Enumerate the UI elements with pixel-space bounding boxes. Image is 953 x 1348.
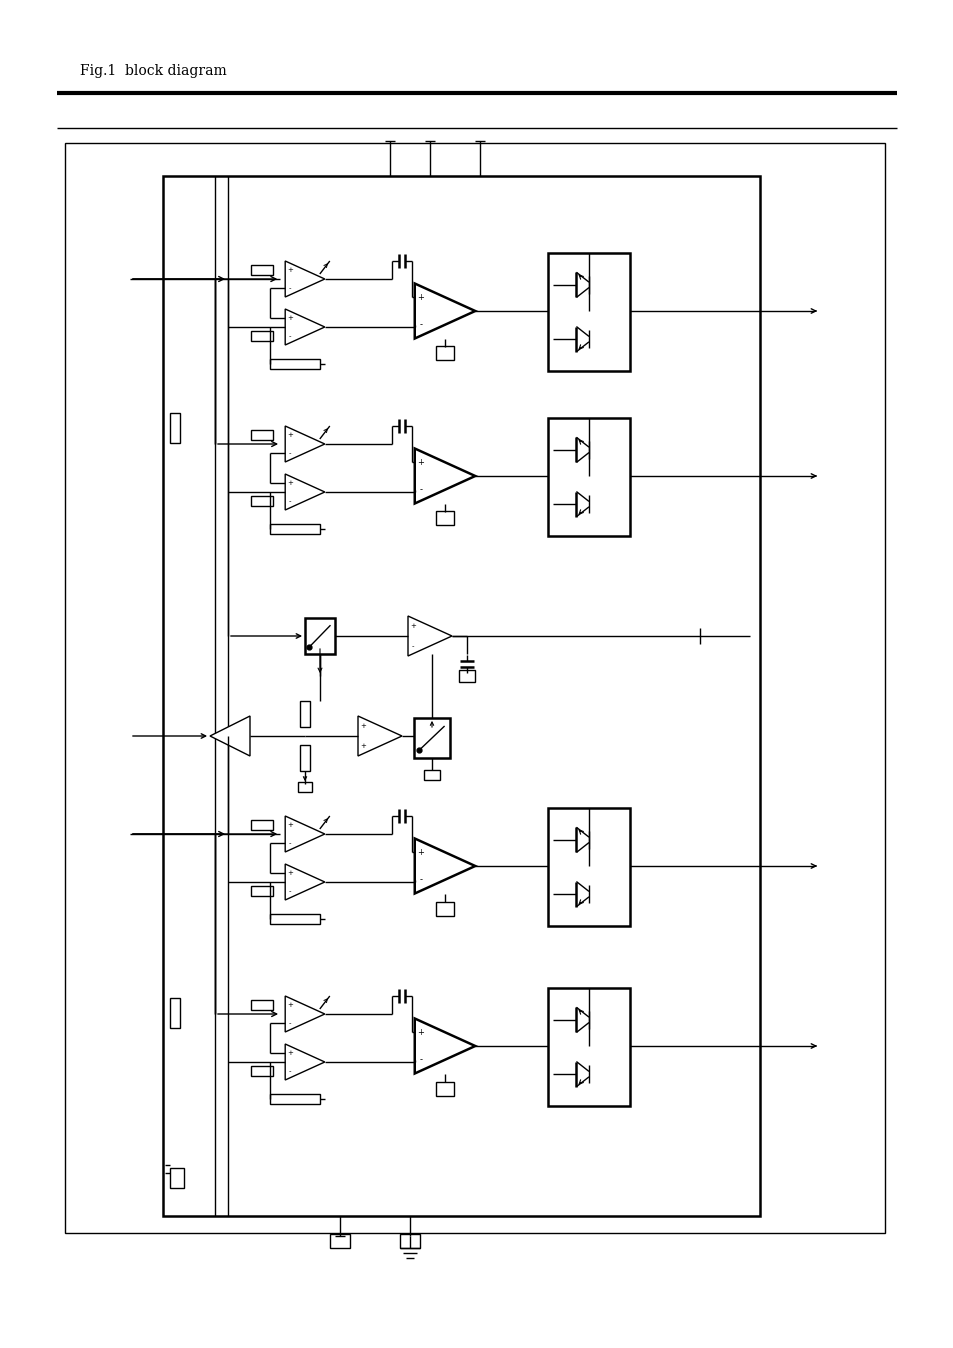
Text: +: + — [416, 1027, 424, 1037]
Bar — [270, 914, 319, 923]
Text: -: - — [289, 840, 292, 847]
Polygon shape — [285, 996, 324, 1033]
Bar — [270, 359, 319, 368]
Bar — [299, 745, 310, 771]
Bar — [251, 266, 273, 275]
Bar — [170, 998, 180, 1029]
Polygon shape — [285, 1043, 324, 1080]
Bar — [251, 430, 273, 439]
Text: -: - — [412, 643, 414, 648]
Polygon shape — [415, 449, 475, 504]
Bar — [297, 782, 312, 793]
Bar — [251, 496, 273, 506]
Polygon shape — [210, 716, 250, 756]
Text: -: - — [289, 1020, 292, 1026]
Bar — [547, 253, 629, 371]
Bar — [436, 1081, 454, 1096]
Bar — [251, 1000, 273, 1010]
Bar — [251, 820, 273, 830]
Bar — [414, 718, 450, 758]
Text: Fig.1  block diagram: Fig.1 block diagram — [80, 63, 227, 78]
Bar — [170, 1167, 184, 1188]
Text: +: + — [416, 293, 424, 302]
Bar — [270, 1093, 319, 1104]
Text: +: + — [287, 480, 293, 487]
Text: -: - — [289, 1068, 292, 1074]
Text: -: - — [289, 333, 292, 338]
Polygon shape — [285, 309, 324, 345]
Bar — [251, 1066, 273, 1076]
Text: +: + — [287, 1050, 293, 1055]
Bar — [251, 332, 273, 341]
Bar — [436, 511, 454, 526]
Bar — [436, 346, 454, 360]
Text: -: - — [289, 450, 292, 456]
Text: -: - — [289, 497, 292, 504]
Text: +: + — [287, 822, 293, 828]
Text: +: + — [287, 267, 293, 274]
Text: +: + — [287, 315, 293, 321]
Polygon shape — [285, 864, 324, 900]
Bar — [270, 523, 319, 534]
Text: +: + — [287, 869, 293, 876]
Bar — [547, 418, 629, 537]
Bar — [547, 988, 629, 1105]
Bar — [330, 1233, 350, 1248]
Polygon shape — [285, 426, 324, 462]
Text: -: - — [418, 321, 422, 329]
Text: +: + — [410, 623, 416, 630]
Text: -: - — [418, 1055, 422, 1065]
Text: +: + — [359, 723, 366, 729]
Polygon shape — [357, 716, 401, 756]
Text: -: - — [289, 888, 292, 894]
Text: +: + — [287, 1002, 293, 1008]
Bar — [65, 143, 884, 1233]
Bar — [436, 902, 454, 915]
Text: -: - — [418, 485, 422, 495]
Text: +: + — [416, 458, 424, 466]
Bar — [423, 770, 439, 780]
Text: +: + — [416, 848, 424, 857]
Bar — [170, 412, 180, 443]
Bar — [163, 177, 760, 1216]
Bar — [251, 886, 273, 896]
Text: +: + — [287, 431, 293, 438]
Bar — [547, 807, 629, 926]
Bar — [399, 1233, 419, 1248]
Polygon shape — [408, 616, 452, 656]
Bar — [458, 670, 475, 682]
Text: -: - — [289, 284, 292, 291]
Polygon shape — [285, 816, 324, 852]
Text: +: + — [359, 743, 366, 749]
Polygon shape — [285, 474, 324, 510]
Bar — [305, 617, 335, 654]
Polygon shape — [415, 838, 475, 894]
Text: -: - — [418, 875, 422, 884]
Bar — [299, 701, 310, 727]
Polygon shape — [415, 283, 475, 338]
Polygon shape — [415, 1019, 475, 1073]
Polygon shape — [285, 262, 324, 297]
